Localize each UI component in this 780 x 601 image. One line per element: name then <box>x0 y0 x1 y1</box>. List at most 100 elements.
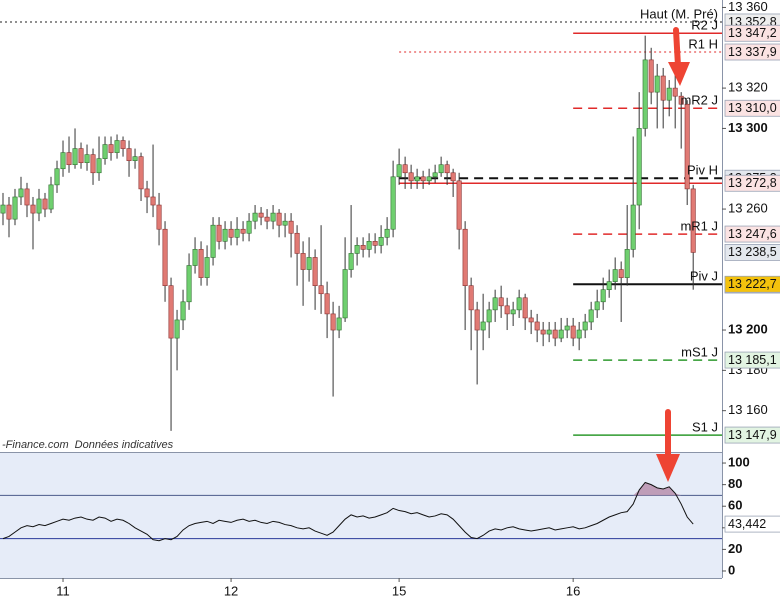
candle-body <box>342 269 348 319</box>
candle-body <box>678 95 684 105</box>
candle-body <box>570 325 576 339</box>
price-box <box>724 244 780 261</box>
candle-body <box>480 321 486 331</box>
candle-body <box>84 154 90 163</box>
candle-body <box>486 309 492 323</box>
candle-body <box>612 269 618 282</box>
y-tick-label: 13 200 <box>728 321 768 336</box>
candle-body <box>408 172 414 182</box>
level-name: mR2 J <box>680 93 718 108</box>
candle-body <box>246 220 252 234</box>
candle-body <box>234 228 240 238</box>
candle-body <box>588 309 594 323</box>
level-name: Piv J <box>690 269 718 284</box>
level-label: 13 337,9 <box>728 45 777 59</box>
level-box <box>724 174 780 192</box>
candle-body <box>396 164 402 178</box>
candle-body <box>618 269 624 278</box>
candle-body <box>546 329 552 335</box>
level-box <box>724 275 780 293</box>
candle-body <box>348 253 354 270</box>
candle-body <box>426 176 432 182</box>
candle-body <box>594 301 600 311</box>
level-name: R2 J <box>691 18 718 33</box>
candle-body <box>354 245 360 254</box>
candle-body <box>336 317 342 331</box>
watermark-site: -Finance.com <box>2 439 69 451</box>
candle-body <box>552 329 558 339</box>
candle-body <box>672 87 678 97</box>
candle-body <box>444 164 450 174</box>
candle-body <box>54 168 60 186</box>
candle-body <box>306 257 312 270</box>
y-tick-label: 20 <box>728 541 742 556</box>
candle-body <box>492 297 498 311</box>
level-label: 13 272,8 <box>728 176 777 190</box>
candle-body <box>414 176 420 182</box>
candle-body <box>564 325 570 331</box>
level-name: S1 J <box>692 420 718 435</box>
candle-body <box>498 297 504 307</box>
level-box <box>724 225 780 243</box>
candle-body <box>144 188 150 198</box>
y-tick-label: 100 <box>728 454 750 469</box>
candle-body <box>528 317 534 323</box>
last-value-label: 43,442 <box>728 517 766 531</box>
candle-body <box>102 144 108 159</box>
level-box <box>724 43 780 61</box>
x-tick-label: 12 <box>224 583 238 598</box>
candle-body <box>126 148 132 161</box>
candle-body <box>174 319 180 339</box>
candle-body <box>138 156 144 190</box>
candle-body <box>60 152 66 170</box>
candle-body <box>384 228 390 238</box>
candle-body <box>282 220 288 226</box>
candle-body <box>378 236 384 246</box>
level-label: 13 310,0 <box>728 101 777 115</box>
candle-body <box>258 212 264 218</box>
level-name: Haut (M. Pré) <box>640 6 718 21</box>
indicator-panel <box>0 453 722 578</box>
y-tick-label: 13 360 <box>728 0 768 14</box>
candle-body <box>240 228 246 234</box>
y-tick-label: 13 260 <box>728 201 768 216</box>
y-tick-label: 13 160 <box>728 402 768 417</box>
candle-body <box>186 265 192 303</box>
candle-body <box>96 158 102 174</box>
candle-body <box>462 228 468 286</box>
level-box <box>724 99 780 117</box>
candle-body <box>330 313 336 331</box>
candle-body <box>270 212 276 222</box>
level-box <box>724 426 780 444</box>
candle-body <box>210 224 216 258</box>
candle-body <box>516 297 522 311</box>
candle-body <box>684 103 690 190</box>
level-name: mR1 J <box>680 219 718 234</box>
candle-body <box>390 176 396 230</box>
candle-body <box>582 321 588 331</box>
candle-body <box>654 75 660 93</box>
candle-body <box>108 144 114 153</box>
candle-body <box>12 196 18 220</box>
candle-body <box>216 224 222 242</box>
candle-body <box>366 241 372 250</box>
candle-body <box>300 253 306 270</box>
candle-body <box>438 164 444 174</box>
candle-body <box>642 59 648 129</box>
candle-body <box>660 75 666 101</box>
candle-body <box>402 164 408 174</box>
price-label: 13 238,5 <box>728 245 777 259</box>
y-tick-label: 13 300 <box>728 120 768 135</box>
last-value-box <box>724 515 780 533</box>
candle-body <box>474 309 480 331</box>
level-label: 13 347,2 <box>728 26 777 40</box>
level-label: 13 147,9 <box>728 428 777 442</box>
level-label: 13 222,7 <box>728 277 777 291</box>
candle-body <box>72 148 78 166</box>
candle-body <box>0 204 6 214</box>
candle-body <box>294 232 300 254</box>
level-box <box>724 351 780 369</box>
indicator-line <box>2 481 694 542</box>
candle-body <box>468 285 474 311</box>
